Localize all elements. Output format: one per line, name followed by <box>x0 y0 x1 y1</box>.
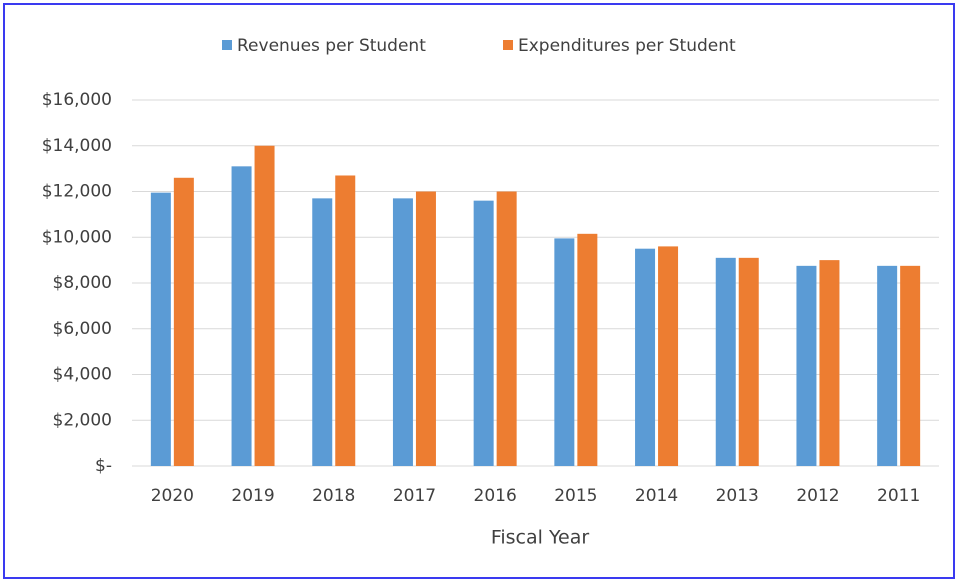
x-tick-label: 2011 <box>877 486 920 506</box>
bar <box>635 248 656 466</box>
x-tick-label: 2016 <box>474 486 517 506</box>
bar <box>173 177 194 466</box>
x-tick-label: 2012 <box>796 486 839 506</box>
legend-label: Expenditures per Student <box>518 36 736 56</box>
y-tick-label: $12,000 <box>42 182 112 202</box>
y-tick-label: $2,000 <box>53 410 112 430</box>
x-tick-label: 2020 <box>151 486 194 506</box>
y-tick-label: $8,000 <box>53 273 112 293</box>
y-tick-label: $- <box>95 456 112 476</box>
bar <box>392 198 413 467</box>
bar <box>496 191 517 466</box>
bar <box>415 191 436 466</box>
x-tick-label: 2014 <box>635 486 678 506</box>
y-tick-label: $14,000 <box>42 136 112 156</box>
bar <box>900 265 921 466</box>
y-tick-label: $4,000 <box>53 365 112 385</box>
bar <box>819 260 840 466</box>
y-tick-label: $10,000 <box>42 227 112 247</box>
x-tick-label: 2013 <box>716 486 759 506</box>
bar <box>254 145 275 466</box>
x-tick-label: 2015 <box>554 486 597 506</box>
x-tick-label: 2017 <box>393 486 436 506</box>
bar <box>877 265 898 466</box>
y-tick-label: $16,000 <box>42 90 112 110</box>
bar <box>738 257 759 466</box>
bar <box>796 265 817 466</box>
legend-swatch <box>503 40 513 50</box>
bar <box>577 233 598 466</box>
bar <box>150 192 171 467</box>
x-axis-label: Fiscal Year <box>491 527 590 549</box>
bar <box>335 175 356 467</box>
y-tick-label: $6,000 <box>53 319 112 339</box>
x-tick-label: 2019 <box>231 486 274 506</box>
bar <box>231 166 252 466</box>
bar <box>473 200 494 466</box>
bar <box>312 198 333 467</box>
bar <box>554 238 575 466</box>
legend-label: Revenues per Student <box>237 36 426 56</box>
x-tick-label: 2018 <box>312 486 355 506</box>
legend-swatch <box>222 40 232 50</box>
bar <box>658 246 679 466</box>
bar <box>715 257 736 466</box>
